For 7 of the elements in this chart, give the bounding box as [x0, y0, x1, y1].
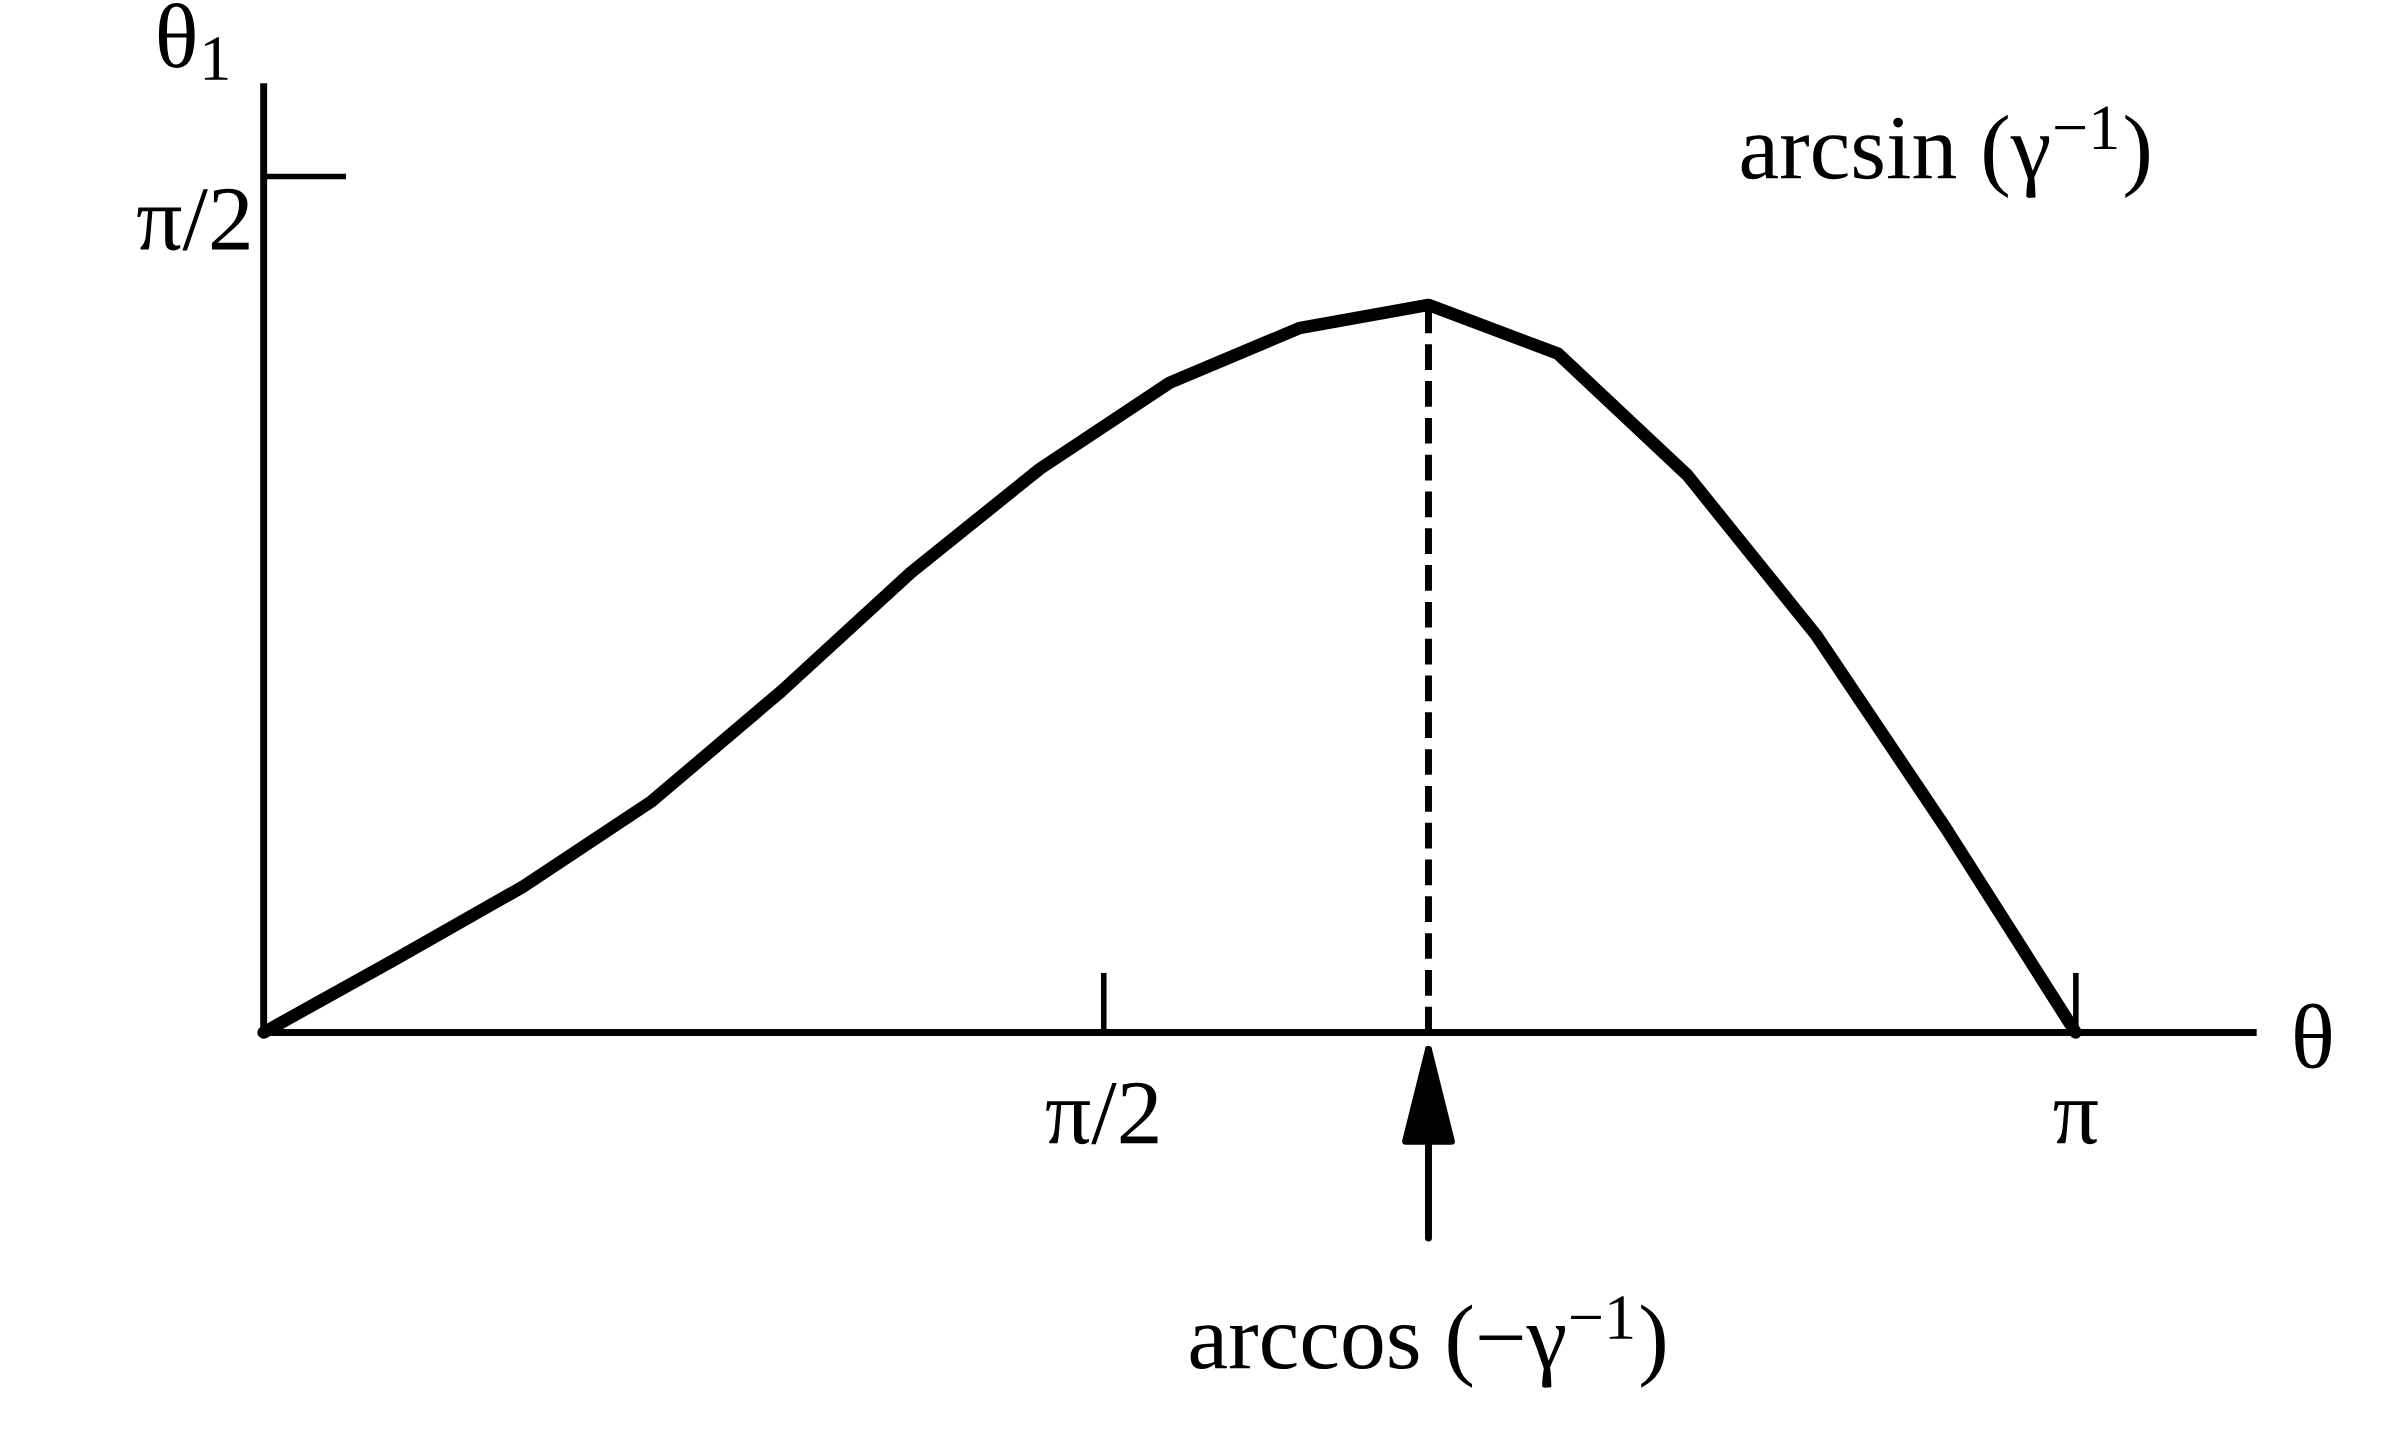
text: arcsin (γ$^{−1}$) — [1741, 106, 2149, 198]
x-axis-title: θ — [2295, 1003, 2331, 1069]
text: arccos (−γ$^{−1}$) — [1190, 1296, 1665, 1388]
y-axis-title: θ$_{1}$ — [158, 2, 228, 80]
text: π/2 — [1046, 1082, 1158, 1145]
text: π — [2053, 1101, 2098, 1145]
text: π/2 — [137, 188, 249, 251]
